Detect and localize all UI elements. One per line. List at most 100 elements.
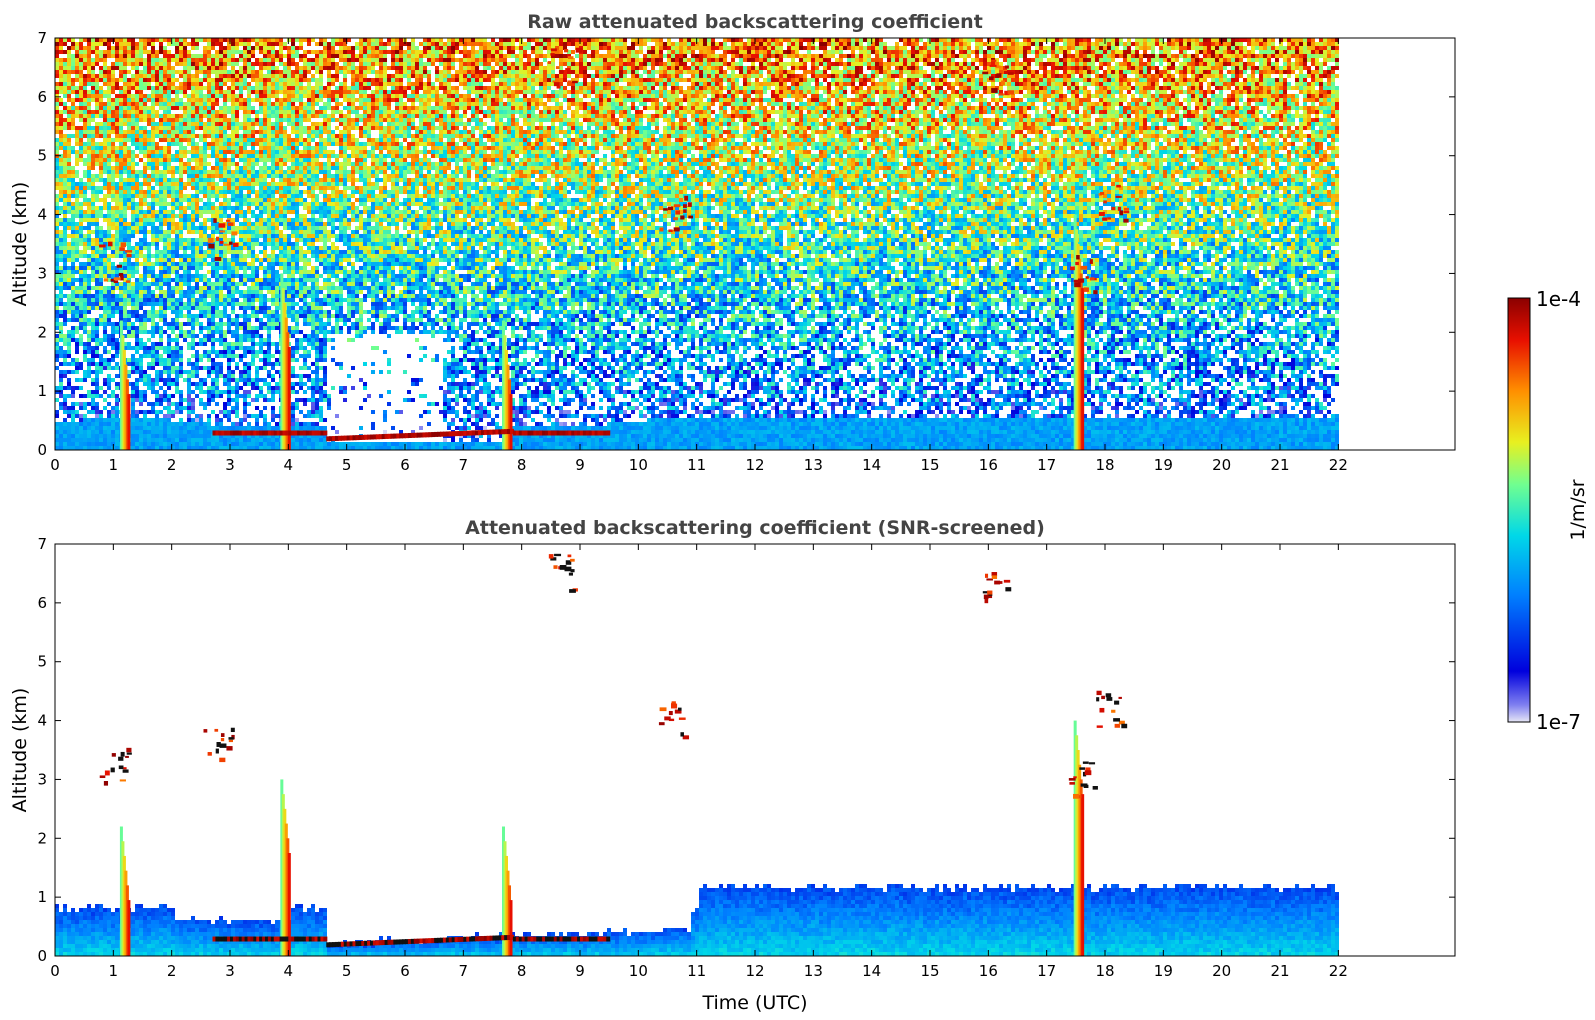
cloud-patch [567,80,571,85]
cloud-patch [669,711,673,715]
x-tick-label: 20 [1212,456,1231,474]
y-tick-label: 4 [37,712,47,730]
cloud-patch [105,770,110,775]
cloud-patch [221,738,224,741]
panel-screened-xlabel: Time (UTC) [701,992,807,1014]
x-tick-label: 2 [167,962,177,980]
cloud-patch [1083,762,1089,764]
cloud-patch [1102,218,1107,221]
cloud-patch [1069,782,1075,785]
x-tick-label: 13 [804,456,823,474]
cloud-patch [683,204,687,208]
cloud-patch [549,554,554,558]
panel-screened-heatmap [55,554,1339,956]
y-tick-label: 5 [37,653,47,671]
rain-shaft [1081,288,1084,450]
cloud-patch [674,204,681,207]
cloud-patch [557,86,561,89]
cloud-patch [127,753,132,755]
x-tick-label: 16 [979,962,998,980]
cloud-patch [1111,207,1115,210]
cloud-patch [213,218,216,223]
cloud-patch [119,765,124,769]
cloud-patch [992,575,997,579]
cloud-patch [1090,277,1095,280]
cloud-patch [100,775,106,778]
y-tick-label: 4 [37,206,47,224]
cloud-patch [1107,217,1111,219]
cloud-patch [987,591,992,595]
x-tick-label: 15 [920,962,939,980]
cloud-patch [1120,211,1123,216]
cloud-patch [231,231,237,235]
cloud-patch [1005,65,1009,68]
x-tick-label: 6 [400,962,410,980]
cloud-patch [678,708,682,711]
cloud-patch [118,757,123,761]
cloud-patch [1008,72,1014,75]
y-tick-label: 3 [37,770,47,788]
cloud-patch [675,210,680,214]
cloud-patch [119,247,125,251]
cloud-patch [985,599,989,603]
cloud-patch [1118,207,1121,211]
panel-screened-ylabel: Altitude (km) [9,688,31,813]
cloud-patch [1074,280,1080,283]
x-tick-label: 17 [1037,962,1056,980]
cloud-patch [572,81,578,83]
cloud-patch [1096,697,1099,701]
x-tick-label: 22 [1329,962,1348,980]
cloud-patch [126,254,131,257]
low-cloud-layer [323,431,327,436]
x-tick-label: 0 [50,456,60,474]
cloud-patch [1004,580,1010,583]
cloud-patch [990,65,997,67]
low-cloud-layer [323,937,327,942]
cloud-patch [569,589,576,593]
x-tick-label: 14 [862,456,881,474]
x-tick-label: 11 [687,456,706,474]
cloud-patch [556,66,560,69]
rain-shaft [1081,794,1084,956]
colorbar-max-label: 1e-4 [1536,287,1581,311]
x-tick-label: 10 [629,962,648,980]
cloud-patch [1001,80,1005,85]
y-tick-label: 6 [37,594,47,612]
cloud-patch [991,88,998,93]
x-tick-label: 19 [1154,456,1173,474]
cloud-patch [112,753,116,757]
x-tick-label: 5 [342,456,352,474]
cloud-patch [989,76,994,80]
cloud-patch [1085,767,1090,770]
cloud-patch [1099,708,1104,713]
x-tick-label: 20 [1212,962,1231,980]
cloud-patch [126,280,130,283]
cloud-patch [659,227,663,231]
cloud-patch [1121,724,1127,728]
cloud-patch [1118,697,1121,699]
cloud-patch [1106,693,1112,697]
panel-raw-heatmap [55,38,1339,450]
cloud-patch [1004,71,1008,74]
colorbar: 1e-4 1e-7 1/m/sr [1508,287,1589,734]
cloud-patch [554,554,561,556]
x-tick-label: 22 [1329,456,1348,474]
y-tick-label: 7 [37,535,47,553]
cloud-patch [1097,725,1103,727]
x-tick-label: 2 [167,456,177,474]
cloud-patch [680,732,684,736]
panel-screened: Attenuated backscattering coefficient (S… [9,517,1455,1014]
y-tick-label: 2 [37,829,47,847]
x-tick-label: 3 [225,456,235,474]
cloud-patch [1093,290,1097,294]
y-tick-label: 5 [37,147,47,165]
cloud-patch [229,740,233,742]
cloud-patch [659,722,665,725]
x-tick-label: 18 [1095,456,1114,474]
cloud-patch [123,767,126,769]
x-tick-label: 10 [629,456,648,474]
cloud-patch [1116,185,1121,188]
cloud-patch [208,244,214,249]
cloud-patch [1074,282,1081,287]
y-tick-label: 6 [37,88,47,106]
